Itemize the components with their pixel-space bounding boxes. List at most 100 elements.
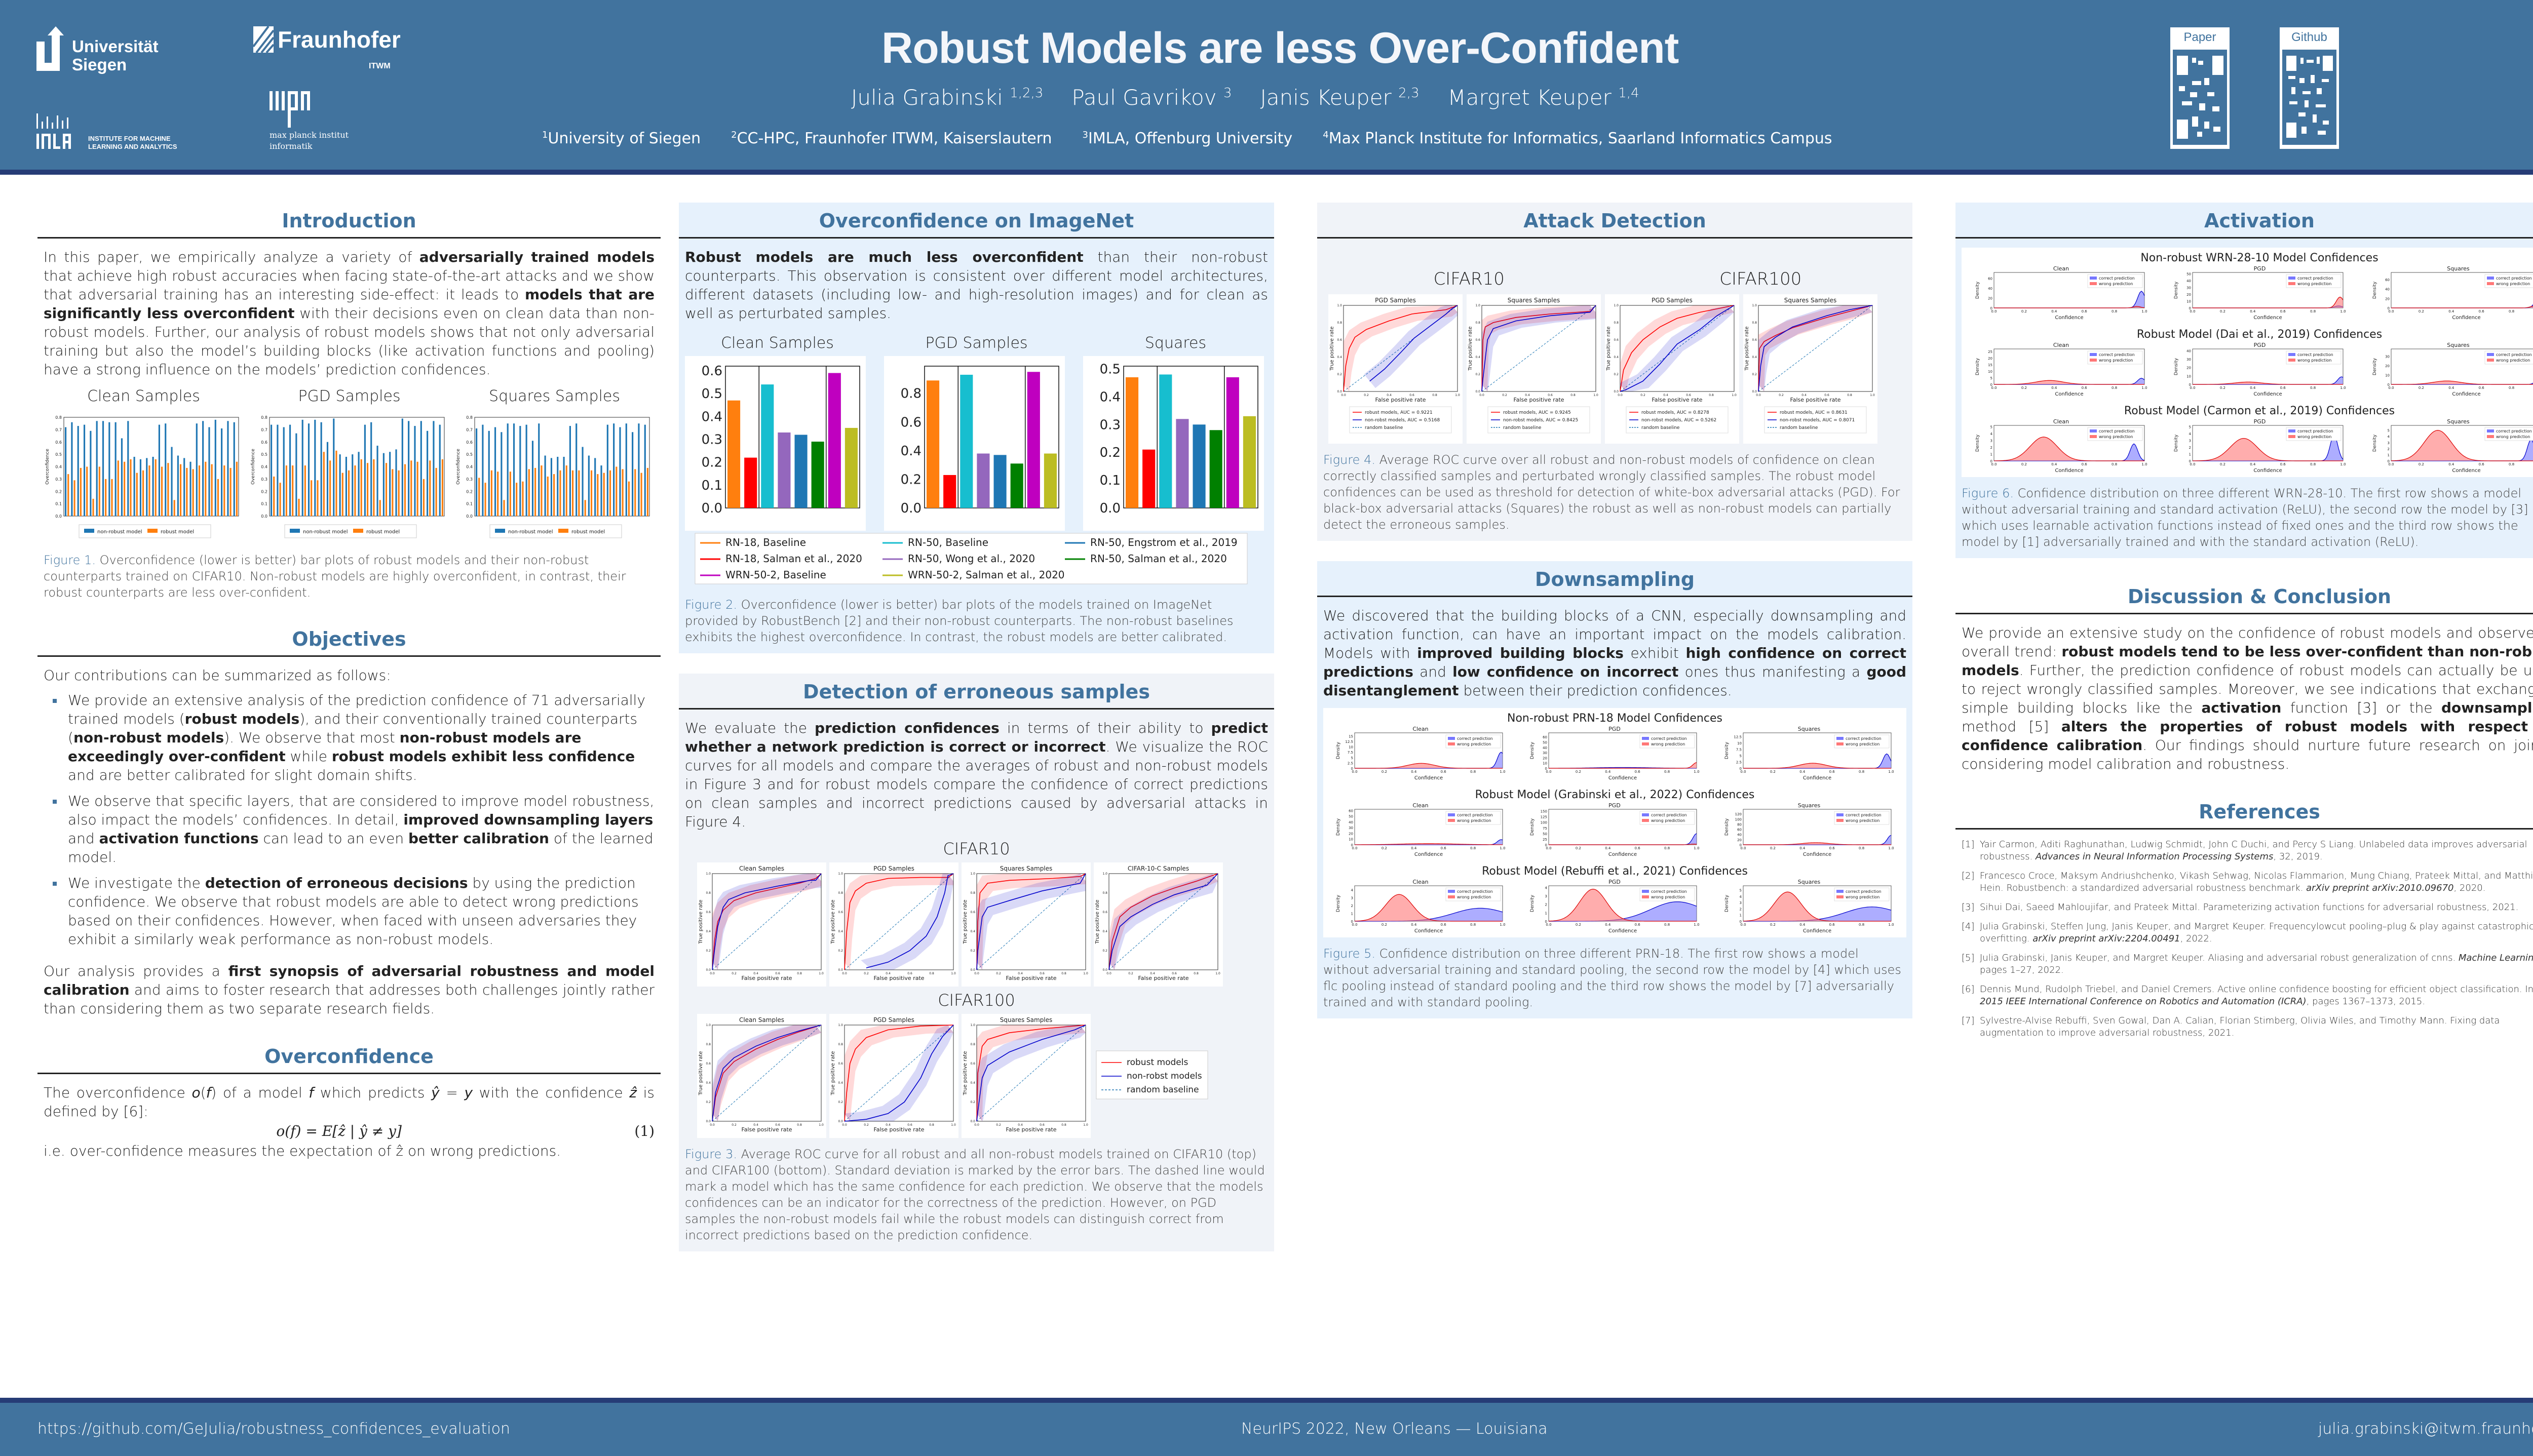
nonrobust-bar [233, 422, 235, 516]
github-qr-code[interactable]: Github [2280, 27, 2339, 149]
paper-qr-code[interactable]: Paper [2170, 27, 2230, 149]
histogram-row: Clean 0 20 40 60 0.0 0.2 0.4 0.6 0.8 1.0 Confidence… [1962, 264, 2533, 324]
wrong-kde-line [2192, 296, 2343, 308]
x-axis-label: Confidence [2452, 315, 2480, 321]
legend-swatch [1642, 737, 1649, 740]
y-tick-label: 0.2 [1337, 373, 1342, 376]
y-tick-label: 4 [1740, 895, 1742, 899]
legend-label: correct prediction [2297, 276, 2333, 281]
nonrobust-bar [476, 428, 478, 516]
y-tick-label: 0.0 [706, 1120, 711, 1123]
figure-4-chart: CIFAR10 CIFAR100 PGD Samples 0.0 0.0 0.2 0.2 0.… [1323, 269, 1906, 444]
x-tick-label: 0.4 [1018, 972, 1023, 975]
wrong-kde-line [2391, 430, 2533, 461]
y-tick-label: 1.0 [838, 872, 843, 876]
x-tick-label: 0.8 [2310, 309, 2316, 313]
x-tick-label: 0.4 [1663, 393, 1668, 397]
section-title: References [1955, 794, 2533, 830]
y-tick-label: 0.8 [706, 1043, 711, 1046]
x-tick-label: 0.4 [2250, 462, 2256, 466]
x-tick-label: 0.4 [2051, 462, 2057, 466]
nonrobust-bar [96, 421, 98, 516]
random-baseline [976, 873, 1086, 970]
y-tick-label: 120 [1735, 812, 1742, 816]
y-tick-label: 20 [1988, 357, 1992, 361]
legend-label: robust models [1127, 1057, 1188, 1068]
column-2: Overconfidence on ImageNet Robust models… [679, 203, 1274, 1272]
y-tick-label: 20 [1737, 838, 1742, 842]
histogram-panel: Squares 0 1 2 3 4 5 0.0 0.2 0.4 0.6 0.8 1.0 Confidenc… [1724, 879, 1894, 934]
y-tick-label: 0 [1990, 306, 1992, 310]
x-axis-label: False positive rate [1006, 975, 1056, 981]
x-tick-label: 0.8 [797, 1123, 802, 1127]
legend-label: RN-18, Salman et al., 2020 [725, 553, 862, 565]
y-tick-label: 0.8 [1475, 321, 1480, 325]
x-tick-label: 0.6 [1548, 393, 1553, 397]
nonrobust-roc-line [1481, 305, 1596, 392]
y-tick-label: 0.8 [838, 1043, 843, 1046]
robust-bar [92, 498, 94, 516]
histogram-panel: Squares02040600.00.20.40.60.81.0Confiden… [2372, 265, 2533, 321]
y-tick-label: 25 [1543, 838, 1548, 842]
y-tick-label: 1.0 [1752, 304, 1757, 307]
y-tick-label: 1.0 [1614, 304, 1619, 307]
x-tick-label: 0.0 [1352, 770, 1357, 774]
github-link[interactable]: https://github.com/GeJulia/robustness_co… [37, 1420, 511, 1438]
section-title: Detection of erroneous samples [679, 674, 1274, 710]
y-tick-label: 40 [1737, 833, 1742, 837]
contact-email[interactable]: julia.grabinski@itwm.fraunhofer.de [2318, 1420, 2533, 1438]
x-tick-label: 0.0 [1352, 846, 1357, 850]
y-tick-label: 0 [2189, 459, 2191, 463]
y-tick-label: 1.0 [1337, 304, 1342, 307]
robust-bar [584, 500, 586, 516]
x-tick-label: 0.8 [1432, 393, 1437, 397]
x-axis-label: Confidence [1803, 928, 1831, 934]
robust-roc-line [844, 873, 954, 970]
github-qr-label: Github [2291, 30, 2327, 44]
robust-bar [310, 480, 312, 516]
y-tick-label: 0.3 [55, 477, 62, 482]
poster-footer: https://github.com/GeJulia/robustness_co… [0, 1398, 2533, 1456]
y-tick-label: 0 [2189, 306, 2191, 310]
y-tick-label: 1 [1545, 911, 1547, 915]
y-axis-label: Density [1975, 434, 1980, 452]
x-tick-label: 1.0 [2141, 462, 2147, 466]
x-tick-label: 0.4 [1801, 393, 1807, 397]
nonrobust-bar [308, 423, 310, 516]
nonrobust-bar [177, 455, 179, 516]
x-tick-label: 0.2 [1576, 923, 1581, 927]
x-tick-label: 1.0 [1889, 846, 1894, 850]
nonrobust-bar [196, 423, 198, 516]
nonrobust-bar [588, 455, 590, 516]
legend-box [284, 524, 416, 538]
robust-bar [366, 463, 368, 516]
panel-title: Clean [1412, 726, 1428, 732]
legend-label: WRN-50-2, Salman et al., 2020 [908, 569, 1065, 581]
robust-bar [73, 480, 75, 516]
x-tick-label: 0.2 [1381, 923, 1387, 927]
y-tick-label: 60 [2385, 278, 2390, 282]
histogram-panel: PGD 0 10 20 30 40 50 0.0 0.2 0.4 0.6 0.8 1.0 Confiden… [2174, 265, 2346, 321]
y-tick-label: 1.0 [706, 1024, 711, 1027]
y-tick-label: 0.2 [55, 489, 62, 494]
bar [794, 435, 808, 508]
y-tick-label: 5 [1990, 376, 1992, 380]
robust-bar [236, 461, 238, 516]
objectives-list: We provide an extensive analysis of the … [37, 685, 661, 962]
y-tick-label: 1.0 [970, 872, 975, 876]
wrong-kde-line [2391, 380, 2533, 385]
x-axis-label: False positive rate [1006, 1126, 1056, 1133]
x-tick-label: 0.2 [1502, 393, 1507, 397]
nonrobust-bar [165, 423, 167, 516]
x-tick-label: 1.0 [1694, 846, 1700, 850]
nonrobust-bar [507, 423, 509, 516]
y-tick-label: 1.0 [706, 872, 711, 876]
x-tick-label: 0.4 [1150, 972, 1155, 975]
nonrobust-bar [638, 423, 640, 516]
x-tick-label: 0.0 [1991, 386, 1997, 390]
legend-swatch [2486, 429, 2494, 432]
y-tick-label: 4 [1351, 888, 1353, 892]
x-tick-label: 0.0 [1546, 770, 1552, 774]
legend-label: wrong prediction [1846, 742, 1879, 746]
figure-6-chart: Non-robust WRN-28-10 Model Confidences Cl… [1962, 248, 2533, 477]
